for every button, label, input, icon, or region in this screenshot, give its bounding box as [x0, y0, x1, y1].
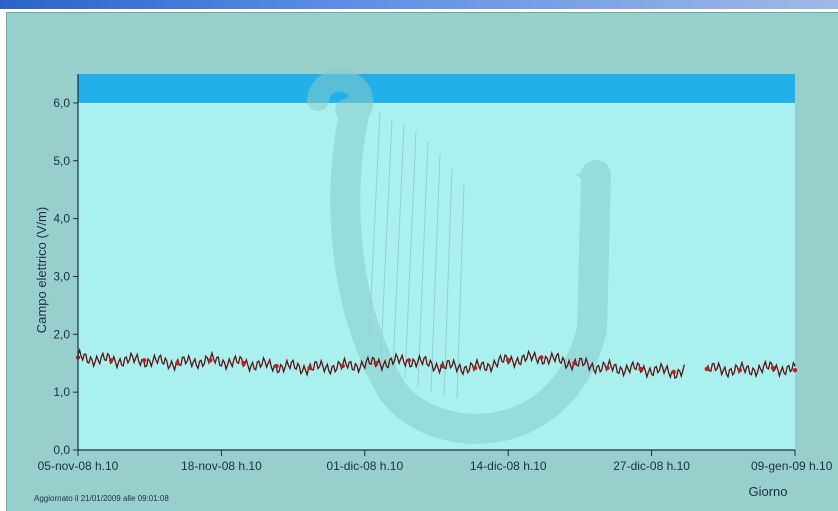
x-axis-ticks: 05-nov-08 h.10 18-nov-08 h.10 01-dic-08 h.… — [38, 450, 833, 473]
data-point — [241, 361, 246, 366]
x-axis-label: Giorno — [748, 484, 787, 499]
data-point — [506, 358, 511, 363]
y-tick-label: 1,0 — [53, 385, 70, 399]
harp-logo-icon — [307, 69, 611, 444]
window-title-bar — [0, 0, 838, 9]
last-updated-note: Aggiornato il 21/01/2009 alle 09:01:08 — [34, 494, 169, 503]
y-tick-label: 3,0 — [53, 269, 70, 283]
data-point — [406, 358, 412, 363]
x-tick-label: 18-nov-08 h.10 — [181, 459, 262, 473]
x-tick-label: 14-dic-08 h.10 — [470, 459, 547, 473]
data-point — [704, 366, 709, 372]
series-line — [707, 359, 796, 379]
data-point — [605, 365, 610, 371]
x-tick-label: 09-gen-09 h.10 — [751, 459, 833, 473]
plot-area — [78, 74, 795, 450]
data-point — [340, 363, 345, 369]
y-axis-ticks: 0,0 1,0 2,0 3,0 4,0 5,0 6,0 — [53, 96, 78, 457]
data-point — [142, 358, 147, 363]
y-tick-label: 6,0 — [53, 96, 70, 110]
series-layer — [75, 347, 798, 380]
data-point — [671, 369, 676, 375]
data-point — [792, 368, 798, 373]
y-tick-label: 4,0 — [53, 212, 70, 226]
data-point — [572, 361, 577, 366]
y-tick-label: 5,0 — [53, 154, 70, 168]
data-point — [638, 366, 643, 372]
data-point — [770, 365, 776, 371]
x-tick-label: 05-nov-08 h.10 — [38, 459, 119, 473]
data-point — [274, 363, 279, 369]
y-tick-label: 2,0 — [53, 327, 70, 341]
data-point — [439, 363, 445, 369]
data-point — [737, 368, 742, 373]
x-tick-label: 27-dic-08 h.10 — [613, 459, 690, 473]
data-point — [208, 358, 213, 363]
y-tick-label: 0,0 — [53, 443, 70, 457]
data-point — [472, 365, 478, 371]
y-axis-label: Campo elettrico (V/m) — [34, 207, 49, 333]
data-point — [373, 361, 378, 366]
x-tick-label: 01-dic-08 h.10 — [326, 459, 403, 473]
data-point — [175, 361, 180, 366]
threshold-band — [78, 74, 795, 103]
data-point — [539, 355, 544, 360]
data-point — [307, 365, 312, 371]
data-point — [108, 358, 114, 363]
